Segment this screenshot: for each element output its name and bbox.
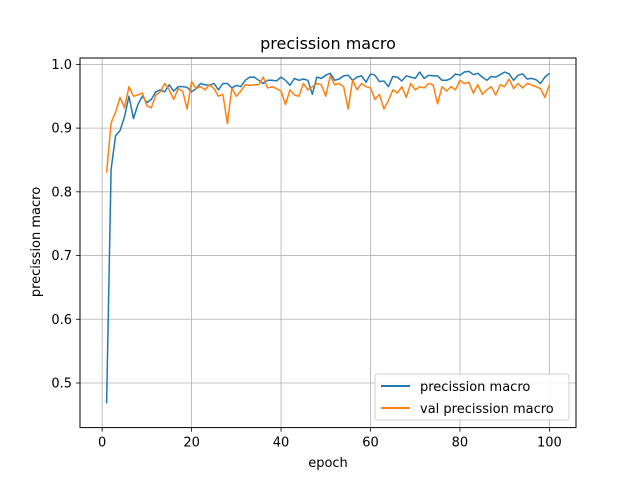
series-layer (105, 70, 551, 404)
x-tick-label: 0 (98, 436, 106, 451)
y-tick-label: 1.0 (51, 58, 72, 73)
series-line-precission-macro (105, 70, 550, 404)
y-tick-label: 0.5 (51, 376, 72, 391)
y-tick-label: 0.7 (51, 249, 72, 264)
x-tick-label: 20 (183, 436, 200, 451)
series-line-val-precission-macro (105, 75, 551, 173)
ticks: 0 20 40 60 80 100 0.5 0.6 0.7 0.8 0.9 1.0 (51, 58, 561, 451)
x-tick-label: 100 (537, 436, 562, 451)
y-tick-label: 0.6 (51, 313, 72, 328)
plot-frame (79, 57, 577, 429)
x-tick-label: 40 (273, 436, 290, 451)
grid (80, 58, 576, 428)
x-tick-label: 80 (452, 436, 469, 451)
x-axis-label: epoch (308, 456, 348, 471)
y-tick-label: 0.9 (51, 122, 72, 137)
y-tick-label: 0.8 (51, 185, 72, 200)
legend-box (374, 373, 570, 421)
chart-title: precission macro (260, 34, 396, 53)
y-axis-label: precission macro (29, 187, 44, 297)
legend-label-precission-macro: precission macro (420, 380, 530, 395)
x-tick-label: 60 (362, 436, 379, 451)
legend: precission macro val precission macro (374, 373, 570, 421)
legend-label-val-precission-macro: val precission macro (420, 402, 554, 417)
